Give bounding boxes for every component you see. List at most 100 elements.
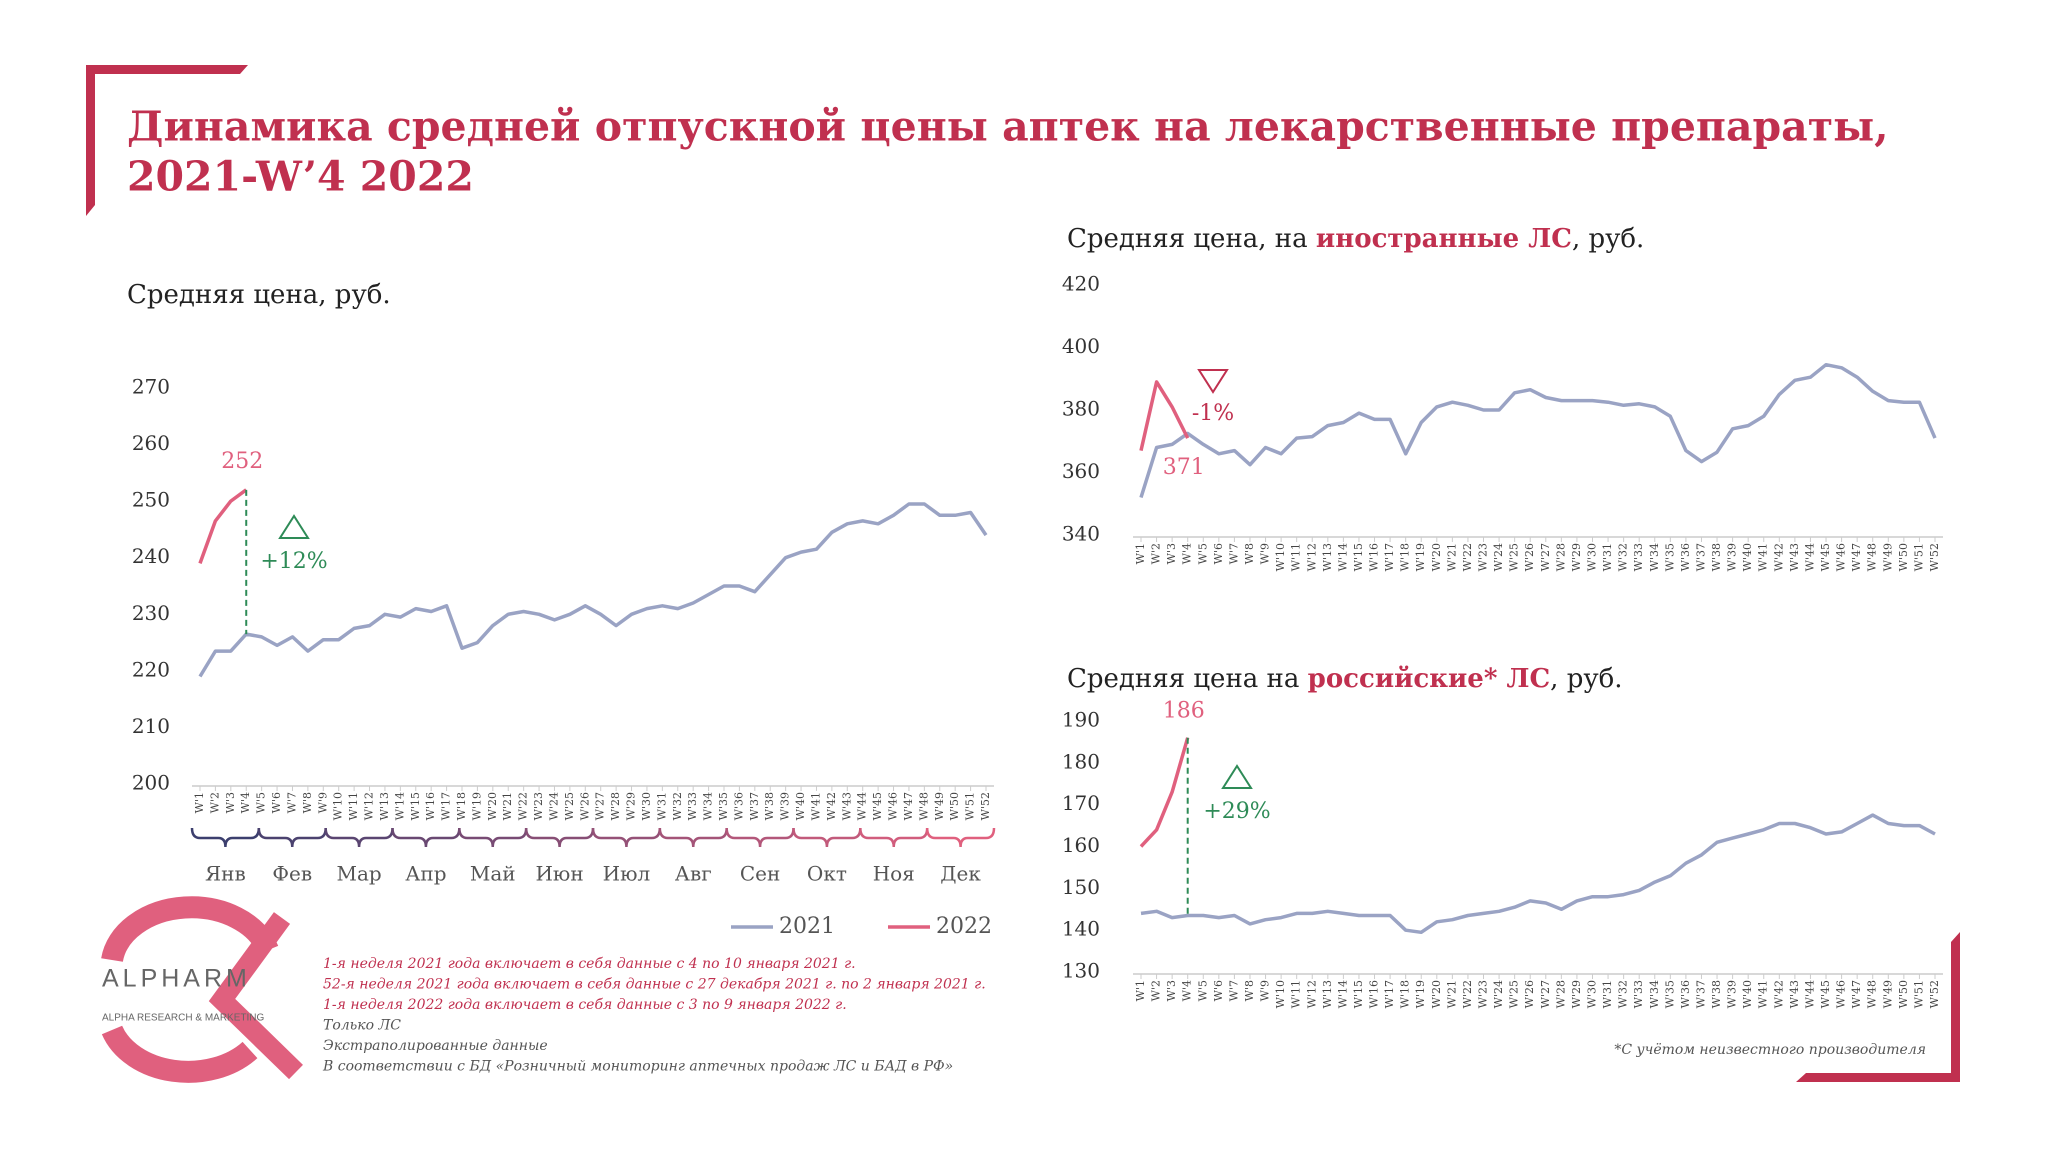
x-tick-label: W'3 — [224, 792, 237, 813]
logo-arc — [101, 896, 279, 963]
x-tick-label: W'31 — [655, 792, 668, 820]
x-tick-label: W'25 — [1508, 543, 1521, 571]
change-icon — [278, 514, 310, 539]
series-line — [1140, 813, 1936, 935]
x-tick-label: W'2 — [1150, 980, 1163, 1001]
x-tick-label: W'8 — [1243, 543, 1256, 564]
x-tick-label: W'16 — [1368, 543, 1381, 571]
y-tick-label: 360 — [1062, 459, 1100, 483]
x-tick-label: W'41 — [1757, 980, 1770, 1008]
x-tick-label: W'51 — [1912, 543, 1925, 571]
month-label: Июл — [603, 862, 651, 886]
x-tick-label: W'3 — [1165, 543, 1178, 564]
x-tick-label: W'34 — [702, 792, 715, 820]
y-tick-label: 130 — [1062, 959, 1100, 983]
x-tick-label: W'25 — [563, 792, 576, 820]
x-tick-label: W'27 — [1539, 543, 1552, 571]
x-tick-label: W'26 — [1523, 543, 1536, 571]
x-tick-label: W'44 — [1803, 543, 1816, 571]
x-tick-label: W'45 — [871, 792, 884, 820]
x-tick-label: W'13 — [378, 792, 391, 820]
x-tick-label: W'30 — [1585, 543, 1598, 571]
page-title: Динамика средней отпускной цены аптек на… — [127, 103, 1889, 151]
series-line — [198, 488, 248, 564]
month-label: Окт — [807, 862, 847, 886]
x-tick-label: W'46 — [887, 792, 900, 820]
x-tick-label: W'37 — [1694, 980, 1707, 1008]
note: 52-я неделя 2021 года включает в себя да… — [323, 977, 986, 993]
x-tick-label: W'2 — [1150, 543, 1163, 564]
title-part: российские* ЛС — [1308, 664, 1551, 694]
x-tick-label: W'21 — [1445, 543, 1458, 571]
chart: Средняя цена, руб. 200 210 220 230 240 250 260 2… — [127, 280, 996, 939]
chart: Средняя цена, на иностранные ЛС, руб. 340… — [1062, 224, 1943, 571]
x-tick-label: W'22 — [517, 792, 530, 820]
note: Только ЛС — [323, 1018, 401, 1034]
y-tick-label: 250 — [132, 488, 170, 512]
x-tick-label: W'52 — [979, 792, 992, 820]
x-tick-label: W'18 — [1399, 980, 1412, 1008]
x-tick-label: W'36 — [1679, 980, 1692, 1008]
month-label: Ноя — [873, 862, 915, 886]
x-tick-label: W'27 — [594, 792, 607, 820]
x-tick-label: W'52 — [1928, 980, 1941, 1008]
month-brace — [458, 827, 528, 848]
x-tick-label: W'38 — [1710, 980, 1723, 1008]
x-tick-label: W'38 — [1710, 543, 1723, 571]
x-tick-label: W'30 — [1585, 980, 1598, 1008]
x-tick-label: W'50 — [1897, 980, 1910, 1008]
x-tick-label: W'32 — [671, 792, 684, 820]
month-label: Авг — [675, 862, 712, 886]
title-part: Средняя цена, руб. — [127, 280, 391, 310]
x-tick-label: W'46 — [1835, 543, 1848, 571]
x-tick-label: W'33 — [1632, 980, 1645, 1008]
change-label: +12% — [260, 549, 327, 574]
x-tick-label: W'35 — [717, 792, 730, 820]
x-tick-label: W'20 — [1430, 980, 1443, 1008]
x-tick-label: W'39 — [779, 792, 792, 820]
x-tick-label: W'30 — [640, 792, 653, 820]
x-tick-label: W'23 — [1477, 543, 1490, 571]
x-tick-label: W'49 — [1881, 543, 1894, 571]
x-tick-label: W'34 — [1648, 543, 1661, 571]
x-tick-label: W'23 — [1477, 980, 1490, 1008]
x-tick-label: W'21 — [501, 792, 514, 820]
note: 1-я неделя 2021 года включает в себя дан… — [323, 956, 856, 972]
x-tick-label: W'5 — [1196, 980, 1209, 1001]
x-tick-label: W'43 — [1788, 980, 1801, 1008]
x-tick-label: W'4 — [1181, 543, 1194, 564]
x-tick-label: W'14 — [1336, 980, 1349, 1008]
note: В соответствии с БД «Розничный мониторин… — [322, 1059, 953, 1075]
x-tick-label: W'4 — [1181, 980, 1194, 1001]
y-tick-label: 260 — [132, 431, 170, 455]
y-tick-label: 150 — [1062, 875, 1100, 899]
month-label: Май — [470, 862, 516, 886]
logo: ALPHARM ALPHA RESEARCH & MARKETING — [101, 896, 303, 1083]
series-line — [1139, 737, 1190, 848]
y-tick-label: 180 — [1062, 749, 1100, 773]
title-part: иностранные ЛС — [1316, 224, 1572, 254]
x-tick-label: W'38 — [763, 792, 776, 820]
x-tick-label: W'35 — [1663, 543, 1676, 571]
page-title: 2021-W’4 2022 — [127, 153, 474, 201]
value-label: 371 — [1163, 455, 1205, 480]
x-tick-label: W'8 — [301, 792, 314, 813]
y-tick-label: 140 — [1062, 917, 1100, 941]
x-tick-label: W'18 — [455, 792, 468, 820]
month-label: Апр — [405, 862, 446, 886]
x-tick-label: W'21 — [1445, 980, 1458, 1008]
change-icon — [1197, 369, 1229, 394]
month-brace — [925, 827, 996, 848]
x-tick-label: W'19 — [1414, 980, 1427, 1008]
chart: Средняя цена на российские* ЛС, руб. 130 1… — [1062, 664, 1943, 1008]
x-tick-label: W'23 — [532, 792, 545, 820]
title-part: , руб. — [1572, 224, 1644, 254]
month-label: Мар — [336, 862, 381, 886]
x-tick-label: W'40 — [794, 792, 807, 820]
x-tick-label: W'15 — [1352, 543, 1365, 571]
legend-label: 2022 — [936, 914, 992, 939]
month-label: Янв — [205, 862, 246, 886]
change-icon — [1221, 764, 1253, 789]
x-tick-label: W'37 — [748, 792, 761, 820]
x-tick-label: W'27 — [1539, 980, 1552, 1008]
